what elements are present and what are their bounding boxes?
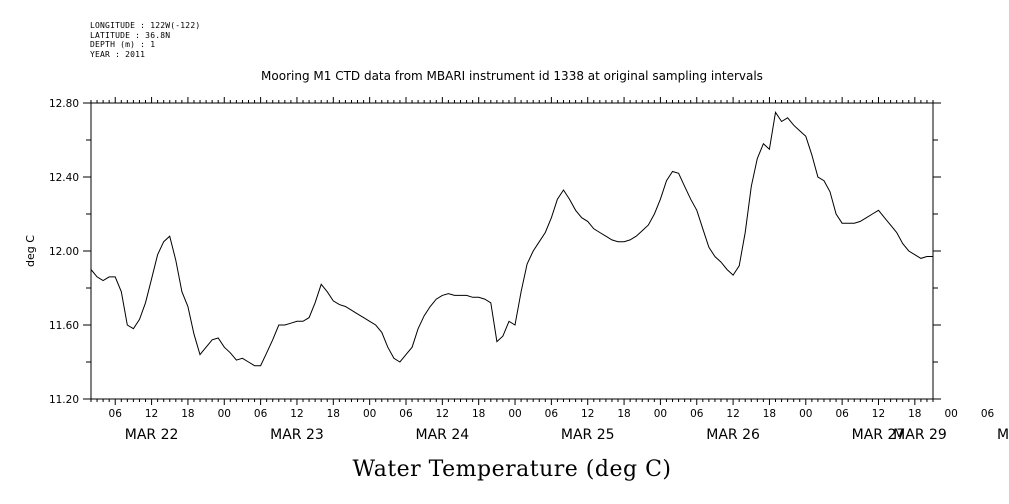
x-hour-label: 18 — [472, 408, 485, 420]
x-day-label: MAR 27 — [852, 427, 906, 443]
x-day-label: MAR 24 — [416, 427, 470, 443]
x-hour-label: 00 — [799, 408, 812, 420]
y-tick-label: 12.00 — [49, 246, 79, 258]
plot-frame — [90, 102, 934, 400]
y-tick-label: 11.60 — [49, 320, 79, 332]
x-day-label: MAR 29 — [893, 427, 947, 443]
metadata-longitude: LONGITUDE : 122W(-122) — [90, 21, 201, 30]
x-axis: 06 12 18 00 06 12 18 00 06 12 18 00 06 12 18 00 06 12 18 00… — [90, 97, 1009, 443]
x-hour-label: 12 — [726, 408, 739, 420]
x-hour-label: 00 — [218, 408, 231, 420]
x-hour-label: 12 — [145, 408, 158, 420]
x-hour-label: 18 — [617, 408, 630, 420]
y-axis: 11.20 11.60 12.00 12.40 12.80 — [49, 98, 941, 406]
x-day-label: MAR 25 — [561, 427, 615, 443]
x-hour-label: 06 — [109, 408, 123, 420]
x-day-label: MAR 28 — [997, 427, 1009, 443]
x-hour-label: 18 — [763, 408, 776, 420]
x-hour-label: 12 — [290, 408, 303, 420]
chart-title: Mooring M1 CTD data from MBARI instrumen… — [261, 69, 763, 83]
x-hour-label: 12 — [872, 408, 885, 420]
x-axis-label: Water Temperature (deg C) — [353, 457, 672, 482]
x-hour-label: 00 — [363, 408, 376, 420]
y-tick-label: 12.80 — [49, 98, 79, 110]
x-hour-label: 00 — [654, 408, 667, 420]
x-hour-label: 06 — [254, 408, 268, 420]
x-hour-label: 18 — [181, 408, 194, 420]
metadata-latitude: LATITUDE : 36.8N — [90, 30, 171, 40]
x-hour-label: 18 — [327, 408, 340, 420]
x-day-label: MAR 22 — [125, 427, 179, 443]
y-tick-label: 12.40 — [49, 172, 79, 184]
x-hour-label: 12 — [436, 408, 449, 420]
x-hour-label: 06 — [981, 408, 995, 420]
x-hour-label: 12 — [581, 408, 594, 420]
x-day-label: MAR 23 — [270, 427, 324, 443]
x-hour-label: 06 — [690, 408, 704, 420]
x-hour-label: 00 — [508, 408, 521, 420]
x-day-label: MAR 26 — [706, 427, 760, 443]
x-hour-label: 06 — [835, 408, 849, 420]
y-tick-label: 11.20 — [49, 394, 79, 406]
x-hour-label: 06 — [399, 408, 413, 420]
temperature-series-line — [90, 110, 933, 367]
metadata-depth: DEPTH (m) : 1 — [90, 40, 156, 49]
x-hour-label: 06 — [545, 408, 559, 420]
metadata-year: YEAR : 2011 — [90, 49, 146, 59]
x-hour-label: 18 — [908, 408, 921, 420]
y-axis-label: deg C — [24, 235, 37, 267]
metadata-block: LONGITUDE : 122W(-122) LATITUDE : 36.8N … — [90, 21, 200, 59]
x-hour-label: 00 — [944, 408, 957, 420]
